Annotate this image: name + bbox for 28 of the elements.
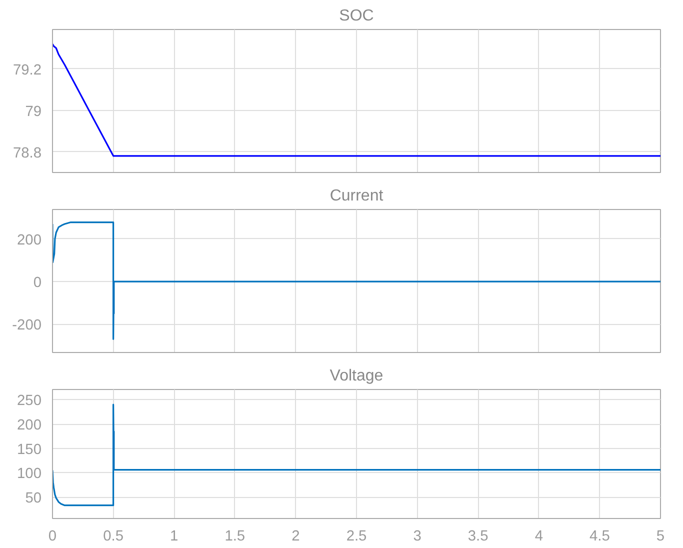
x-tick-label: 2.5	[346, 528, 367, 544]
x-tick-label: 4	[534, 528, 543, 544]
y-tick-label: 150	[17, 442, 42, 458]
x-tick-label: 1	[170, 528, 178, 544]
x-tick-label: 3.5	[468, 528, 488, 544]
y-tick-label: 200	[17, 418, 42, 434]
x-tick-label: 3	[413, 528, 422, 544]
line-series	[52, 43, 660, 157]
y-tick-label: 79.2	[12, 62, 42, 78]
y-tick-label: 0	[33, 275, 42, 292]
x-tick-label: 1.5	[224, 528, 246, 544]
line-series	[52, 221, 660, 340]
y-tick-label: -200	[12, 318, 42, 334]
x-tick-label: 2	[292, 528, 300, 544]
y-tick-label: 79	[25, 104, 42, 120]
line-series	[52, 404, 660, 506]
x-tick-label: 5	[656, 528, 665, 544]
y-tick-label: 50	[25, 490, 42, 507]
chart-title: Current	[330, 188, 384, 204]
chart-title: Voltage	[330, 368, 384, 384]
y-tick-label: 250	[17, 393, 42, 410]
chart-title: SOC	[339, 8, 374, 24]
y-tick-label: 78.8	[12, 145, 42, 162]
y-tick-label: 200	[17, 232, 42, 248]
y-tick-label: 100	[17, 466, 42, 482]
x-tick-label: 4.5	[590, 528, 610, 544]
x-tick-label: 0	[48, 528, 57, 544]
x-tick-label: 0.5	[103, 528, 124, 544]
